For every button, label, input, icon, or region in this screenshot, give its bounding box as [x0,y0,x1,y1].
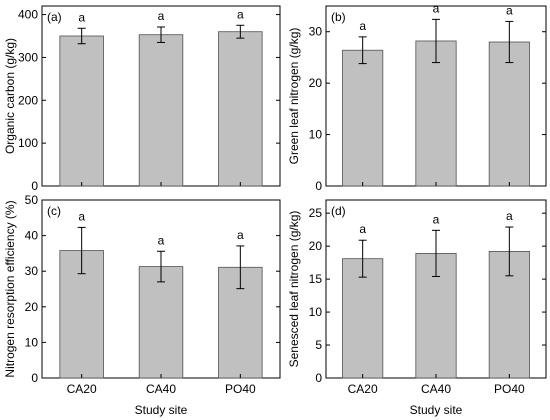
bar [138,266,184,379]
y-tick-label: 100 [18,136,38,150]
bar [342,258,384,379]
x-tick-label: CA40 [421,382,451,396]
bar [218,31,263,187]
y-axis-label: Green leaf nitrogen (g/kg) [287,28,301,165]
y-tick-label: 0 [31,179,38,193]
bar [59,35,104,187]
bar [342,49,384,187]
y-tick-label: 0 [315,179,322,193]
y-tick-label: 25 [309,206,323,220]
y-tick-label: 15 [309,272,323,286]
panel-c: 0 10 20 30 40 50 a CA20 a CA40 a PO40 (c) Nitrogen re… [3,193,281,417]
y-tick-label: 10 [309,305,323,319]
significance-letter: a [158,9,165,23]
panel-a: 0 100 200 300 400 a a a (a) Organic carbon (g/kg) [3,5,281,193]
y-tick-label: 200 [18,93,38,107]
x-tick-label: CA40 [146,382,176,396]
x-tick-label: CA20 [67,382,97,396]
panel-label: (a) [47,10,62,24]
x-tick-label: CA20 [348,382,378,396]
y-axis-label: Nitrogen resorption efficiency (%) [3,200,17,377]
y-tick-label: 10 [25,335,39,349]
x-tick-label: PO40 [225,382,256,396]
y-tick-label: 20 [25,300,39,314]
y-tick-label: 0 [315,371,322,385]
significance-letter: a [359,19,366,33]
panel-label: (d) [331,204,346,218]
y-tick-label: 50 [25,193,39,207]
y-tick-label: 300 [18,50,38,64]
x-axis-label: Study site [410,403,463,417]
y-tick-label: 400 [18,8,38,22]
significance-letter: a [158,233,165,247]
y-axis-label: Senesced leaf nitrogen (g/kg) [287,211,301,368]
y-axis-label: Organic carbon (g/kg) [3,38,17,154]
bar [488,41,530,187]
significance-letter: a [506,3,513,17]
significance-letter: a [506,209,513,223]
panel-label: (b) [331,10,346,24]
y-tick-label: 20 [309,76,323,90]
y-tick-label: 20 [309,239,323,253]
y-tick-label: 30 [25,264,39,278]
bar [138,34,184,187]
y-tick-label: 5 [315,338,322,352]
significance-letter: a [433,1,440,15]
significance-letter: a [359,222,366,236]
significance-letter: a [237,228,244,242]
y-tick-label: 40 [25,229,39,243]
y-tick-label: 30 [309,25,323,39]
panel-label: (c) [47,204,61,218]
significance-letter: a [433,212,440,226]
significance-letter: a [237,7,244,21]
panel-d: 0 5 10 15 20 25 a CA20 a CA40 a PO40 (d) Senesced lea… [287,199,547,417]
x-axis-label: Study site [135,403,188,417]
y-tick-label: 0 [31,371,38,385]
x-tick-label: PO40 [494,382,525,396]
panel-b: 0 10 20 30 a a a (b) Green leaf nitrogen (g/kg) [287,1,547,193]
y-tick-label: 10 [309,128,323,142]
significance-letter: a [78,209,85,223]
significance-letter: a [78,10,85,24]
